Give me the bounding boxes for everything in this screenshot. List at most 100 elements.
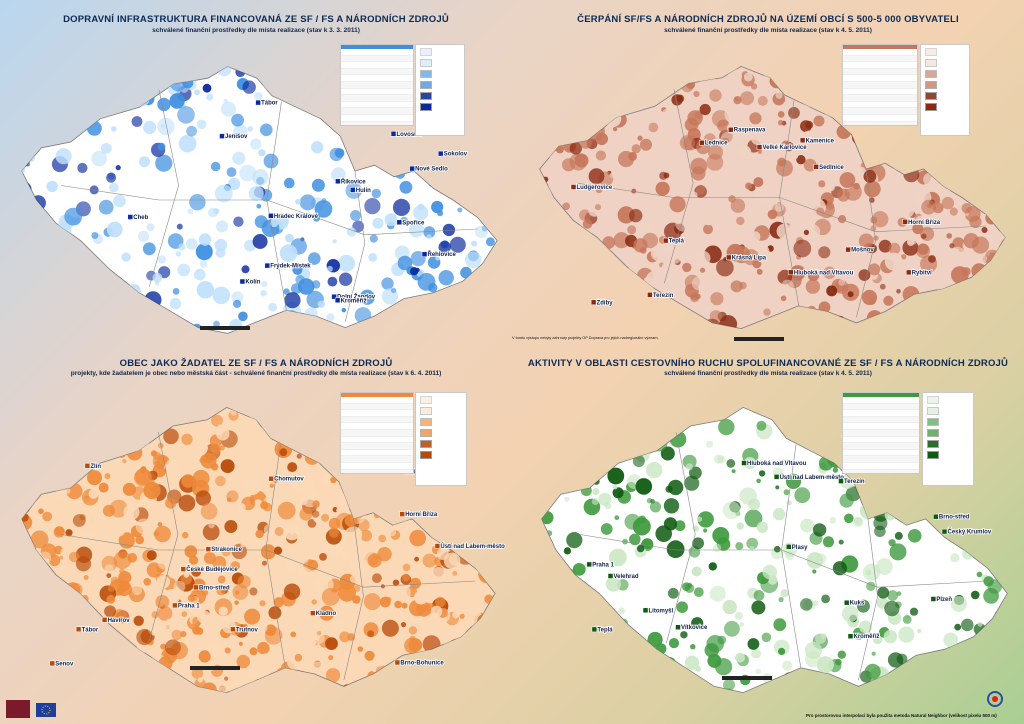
intensity-blob [134, 468, 152, 485]
intensity-blob [260, 407, 278, 422]
intensity-blob [378, 534, 387, 543]
intensity-blob [894, 531, 903, 540]
intensity-blob [776, 223, 792, 239]
intensity-blob [490, 469, 496, 486]
intensity-blob [136, 686, 147, 693]
intensity-blob [438, 240, 451, 254]
choropleth-map[interactable]: Ústí nad Labem-městoChomutovTrutnovKladn… [0, 350, 512, 724]
intensity-blob [405, 543, 410, 548]
intensity-blob [679, 135, 695, 151]
intensity-blob [659, 171, 668, 180]
intensity-blob [403, 503, 410, 510]
intensity-blob [654, 392, 663, 401]
intensity-blob [374, 512, 380, 519]
intensity-blob [328, 655, 334, 661]
intensity-blob [332, 239, 337, 244]
intensity-blob [319, 553, 327, 561]
intensity-blob [748, 498, 761, 511]
city-label: Teplá [597, 627, 613, 633]
intensity-blob [565, 486, 570, 492]
intensity-blob [361, 500, 374, 513]
intensity-blob [872, 211, 889, 228]
choropleth-map[interactable]: Krásná LípaRaspenavaTerezínTepláZdibyPla… [512, 0, 1024, 350]
choropleth-map[interactable]: Ústí nad Labem-městoTerezínKuksTepláPlas… [512, 350, 1024, 724]
intensity-blob [877, 504, 885, 512]
intensity-blob [622, 663, 640, 682]
intensity-blob [21, 572, 27, 583]
intensity-blob [139, 156, 150, 168]
intensity-blob [46, 685, 62, 693]
intensity-blob [311, 141, 324, 154]
intensity-blob [684, 117, 699, 132]
intensity-blob [112, 609, 127, 624]
intensity-blob [325, 637, 338, 650]
intensity-blob [981, 227, 988, 233]
intensity-blob [328, 527, 340, 538]
intensity-blob [473, 151, 491, 169]
intensity-blob [798, 425, 807, 435]
intensity-blob [641, 312, 651, 322]
intensity-blob [832, 561, 847, 576]
intensity-blob [209, 691, 216, 693]
intensity-blob [934, 157, 947, 170]
intensity-blob [786, 500, 792, 506]
intensity-blob [285, 233, 294, 243]
intensity-blob [793, 239, 812, 258]
intensity-blob [21, 580, 23, 590]
intensity-blob [580, 466, 595, 481]
legend-row [341, 95, 413, 102]
intensity-blob [829, 516, 837, 524]
intensity-blob [344, 135, 362, 153]
intensity-blob [546, 434, 562, 450]
intensity-blob [146, 550, 157, 561]
intensity-blob [981, 545, 993, 558]
intensity-blob [980, 182, 994, 196]
intensity-blob [433, 294, 444, 306]
intensity-blob [137, 303, 143, 309]
intensity-blob [941, 332, 946, 337]
intensity-blob [111, 126, 117, 132]
intensity-blob [743, 72, 753, 82]
intensity-blob [777, 111, 785, 118]
intensity-blob [21, 206, 26, 215]
intensity-blob [682, 234, 689, 241]
intensity-blob [920, 297, 927, 303]
intensity-blob [1006, 624, 1008, 635]
intensity-blob [181, 474, 195, 488]
intensity-blob [736, 216, 745, 226]
intensity-blob [757, 149, 763, 154]
intensity-blob [252, 169, 269, 186]
intensity-blob [381, 277, 394, 290]
intensity-blob [321, 684, 330, 693]
intensity-blob [452, 611, 460, 619]
legend-colors [920, 44, 970, 136]
intensity-blob [1002, 513, 1008, 525]
city-label: Říkovice [341, 177, 366, 185]
intensity-blob [491, 277, 498, 290]
intensity-blob [8, 260, 17, 269]
intensity-blob [11, 690, 20, 699]
intensity-blob [607, 467, 625, 485]
intensity-blob [263, 153, 279, 169]
intensity-blob [609, 548, 627, 567]
intensity-blob [1004, 152, 1006, 160]
intensity-blob [873, 235, 879, 241]
city-label: Hulín [356, 188, 371, 194]
intensity-blob [273, 597, 284, 608]
intensity-blob [295, 198, 301, 205]
intensity-blob [36, 335, 45, 344]
intensity-blob [540, 234, 557, 251]
intensity-blob [21, 583, 30, 600]
city-marker-icon [335, 178, 341, 185]
intensity-blob [208, 207, 218, 218]
city-label: Velehrad [614, 574, 639, 580]
intensity-blob [283, 288, 290, 295]
intensity-blob [64, 207, 83, 226]
legend-swatch [925, 81, 937, 89]
intensity-blob [394, 684, 413, 693]
intensity-blob [43, 87, 59, 103]
intensity-blob [40, 55, 47, 62]
intensity-blob [169, 297, 182, 310]
intensity-blob [901, 147, 918, 164]
intensity-blob [482, 443, 492, 454]
